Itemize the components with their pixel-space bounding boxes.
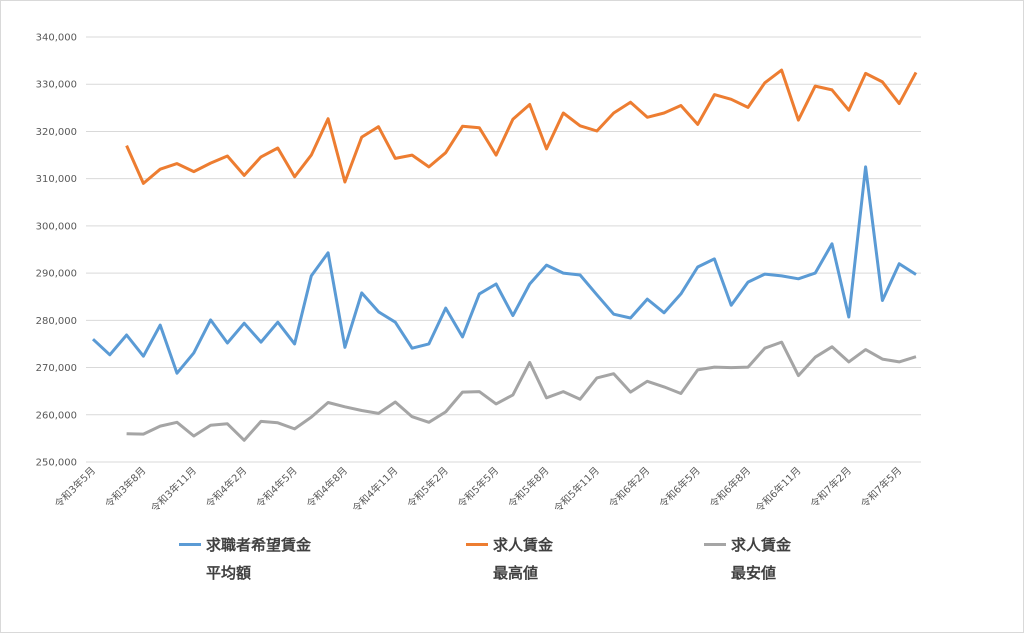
- legend-label: 求人賃金 最高値: [493, 536, 554, 582]
- x-tick-label: 令和5年5月: [455, 464, 501, 510]
- x-tick-label: 令和5年2月: [404, 464, 450, 510]
- x-tick-label: 令和5年11月: [551, 464, 602, 515]
- series-line: [126, 340, 917, 442]
- y-tick-label: 330,000: [36, 80, 77, 91]
- legend-label: 求人賃金 最安値: [731, 536, 792, 582]
- legend-swatch: [704, 543, 726, 546]
- x-tick-label: 令和6年8月: [707, 464, 753, 510]
- x-tick-label: 令和3年5月: [52, 464, 98, 510]
- x-tick-label: 令和6年5月: [656, 464, 702, 510]
- y-tick-label: 310,000: [36, 174, 77, 185]
- y-tick-label: 260,000: [36, 410, 77, 421]
- x-tick-label: 令和4年2月: [203, 464, 249, 510]
- x-tick-label: 令和7年5月: [858, 464, 904, 510]
- x-tick-label: 令和3年8月: [102, 464, 148, 510]
- x-tick-label: 令和6年11月: [753, 464, 804, 515]
- y-tick-label: 250,000: [36, 458, 77, 469]
- x-tick-label: 令和4年11月: [349, 464, 400, 515]
- y-tick-label: 320,000: [36, 127, 77, 138]
- x-tick-label: 令和5年8月: [505, 464, 551, 510]
- legend-label: 求職者希望賃金 平均額: [206, 536, 312, 582]
- x-tick-label: 令和4年5月: [253, 464, 299, 510]
- y-tick-label: 270,000: [36, 363, 77, 374]
- series-line: [91, 165, 917, 375]
- series-line: [125, 68, 918, 185]
- y-tick-label: 300,000: [36, 221, 77, 232]
- legend-swatch: [466, 543, 488, 546]
- y-tick-label: 290,000: [36, 269, 77, 280]
- x-tick-label: 令和4年8月: [304, 464, 350, 510]
- x-tick-label: 令和7年2月: [807, 464, 853, 510]
- legend-swatch: [179, 543, 201, 546]
- y-tick-label: 340,000: [36, 33, 77, 44]
- x-tick-label: 令和6年2月: [606, 464, 652, 510]
- x-tick-label: 令和3年11月: [148, 464, 199, 515]
- y-tick-label: 280,000: [36, 316, 77, 327]
